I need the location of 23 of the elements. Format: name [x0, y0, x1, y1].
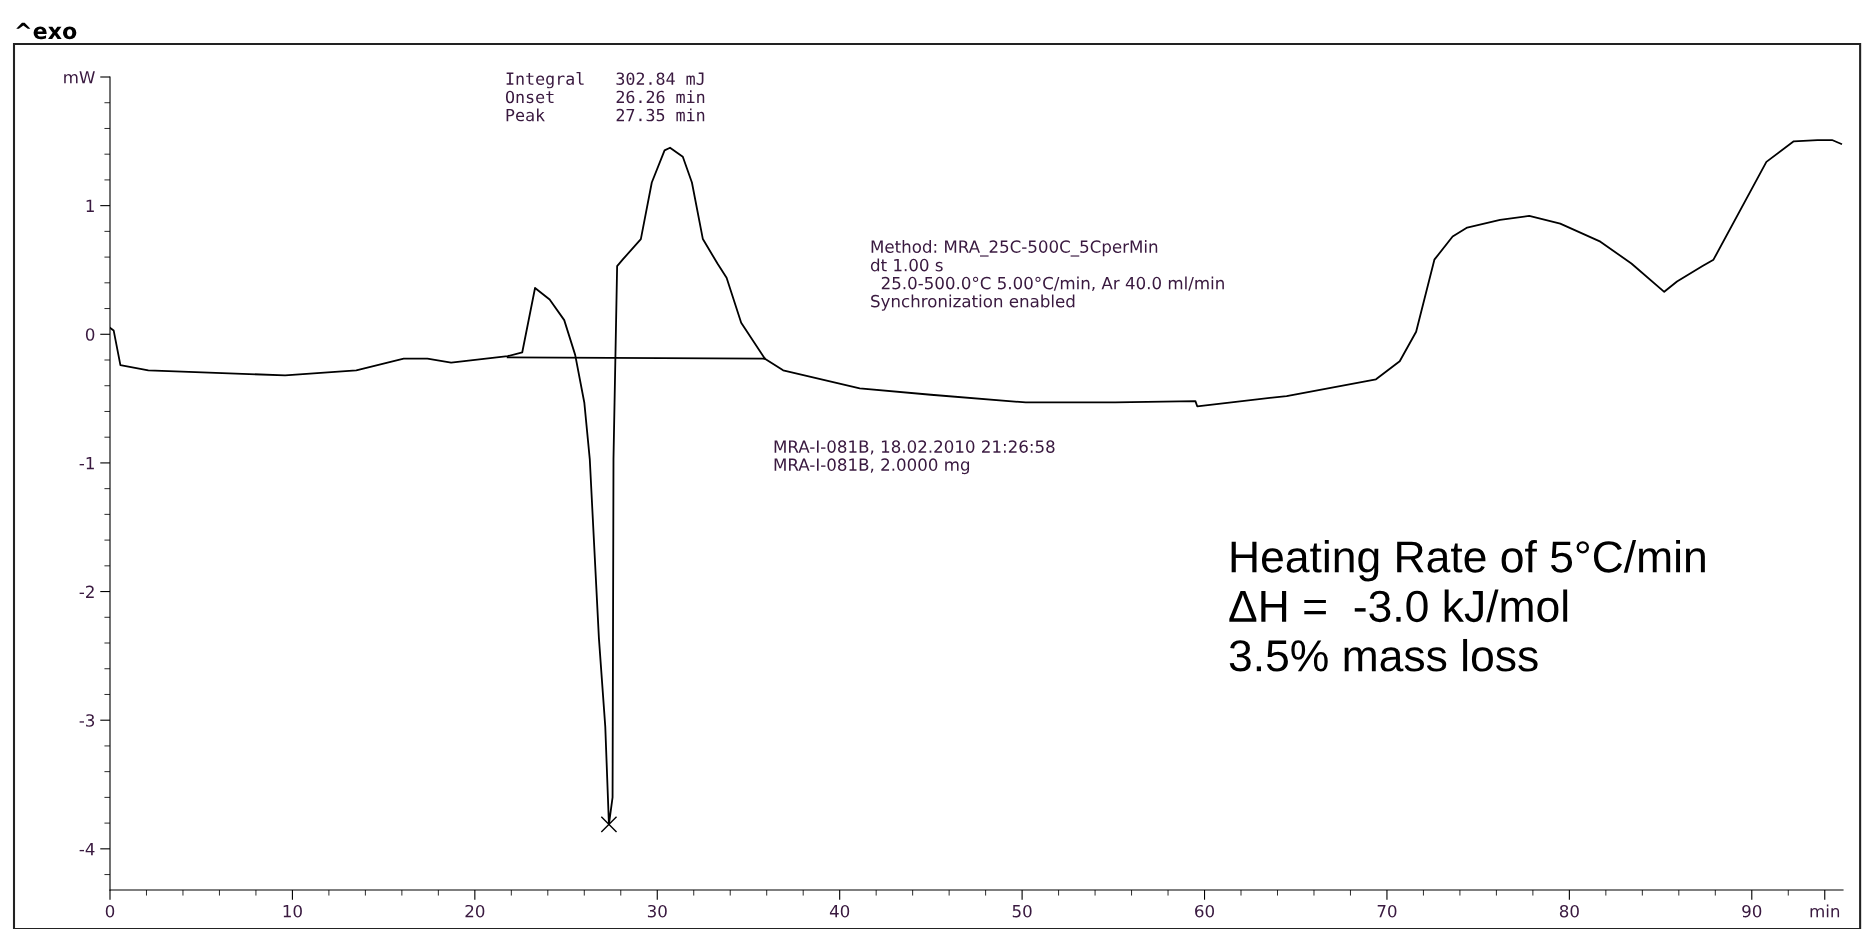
x-tick-label: 70	[1377, 904, 1397, 918]
y-tick-label: -4	[79, 843, 95, 856]
x-tick-label: 50	[1012, 904, 1032, 918]
x-tick-label: 90	[1742, 904, 1762, 918]
x-tick-label: 30	[647, 904, 667, 918]
y-tick-label: 1	[86, 199, 94, 212]
y-tick-label: 0	[85, 328, 95, 341]
annotation: Method: MRA_25C-500C_5CperMin dt 1.00 s 25.0-500.0°C 5.00°C/min, Ar 40.0 ml/min Synchronization enabled	[870, 240, 1224, 311]
x-tick-label: 20	[465, 904, 485, 918]
x-tick-label: 40	[829, 904, 850, 918]
annotation: Heating Rate of 5°C/min ΔH = -3.0 kJ/mol 3.5% mass loss	[1229, 540, 1705, 672]
text: ^exo	[16, 22, 77, 40]
x-tick-label: 0	[105, 904, 115, 918]
x-tick-label: 10	[283, 904, 302, 918]
y-tick-label: -2	[79, 585, 94, 598]
annotation: MRA-I-081B, 18.02.2010 21:26:58 MRA-I-081B, 2.0000 mg	[774, 440, 1055, 475]
x-tick-label: min	[1810, 904, 1840, 918]
x-tick-label: 60	[1195, 904, 1215, 918]
x-tick-label: 80	[1559, 904, 1579, 918]
annotation: Integral 302.84 mJ Onset 26.26 min Peak 27.35 min	[505, 72, 705, 122]
y-tick-label: mW	[64, 71, 95, 84]
y-tick-label: -1	[79, 457, 94, 470]
y-tick-label: -3	[79, 714, 95, 727]
